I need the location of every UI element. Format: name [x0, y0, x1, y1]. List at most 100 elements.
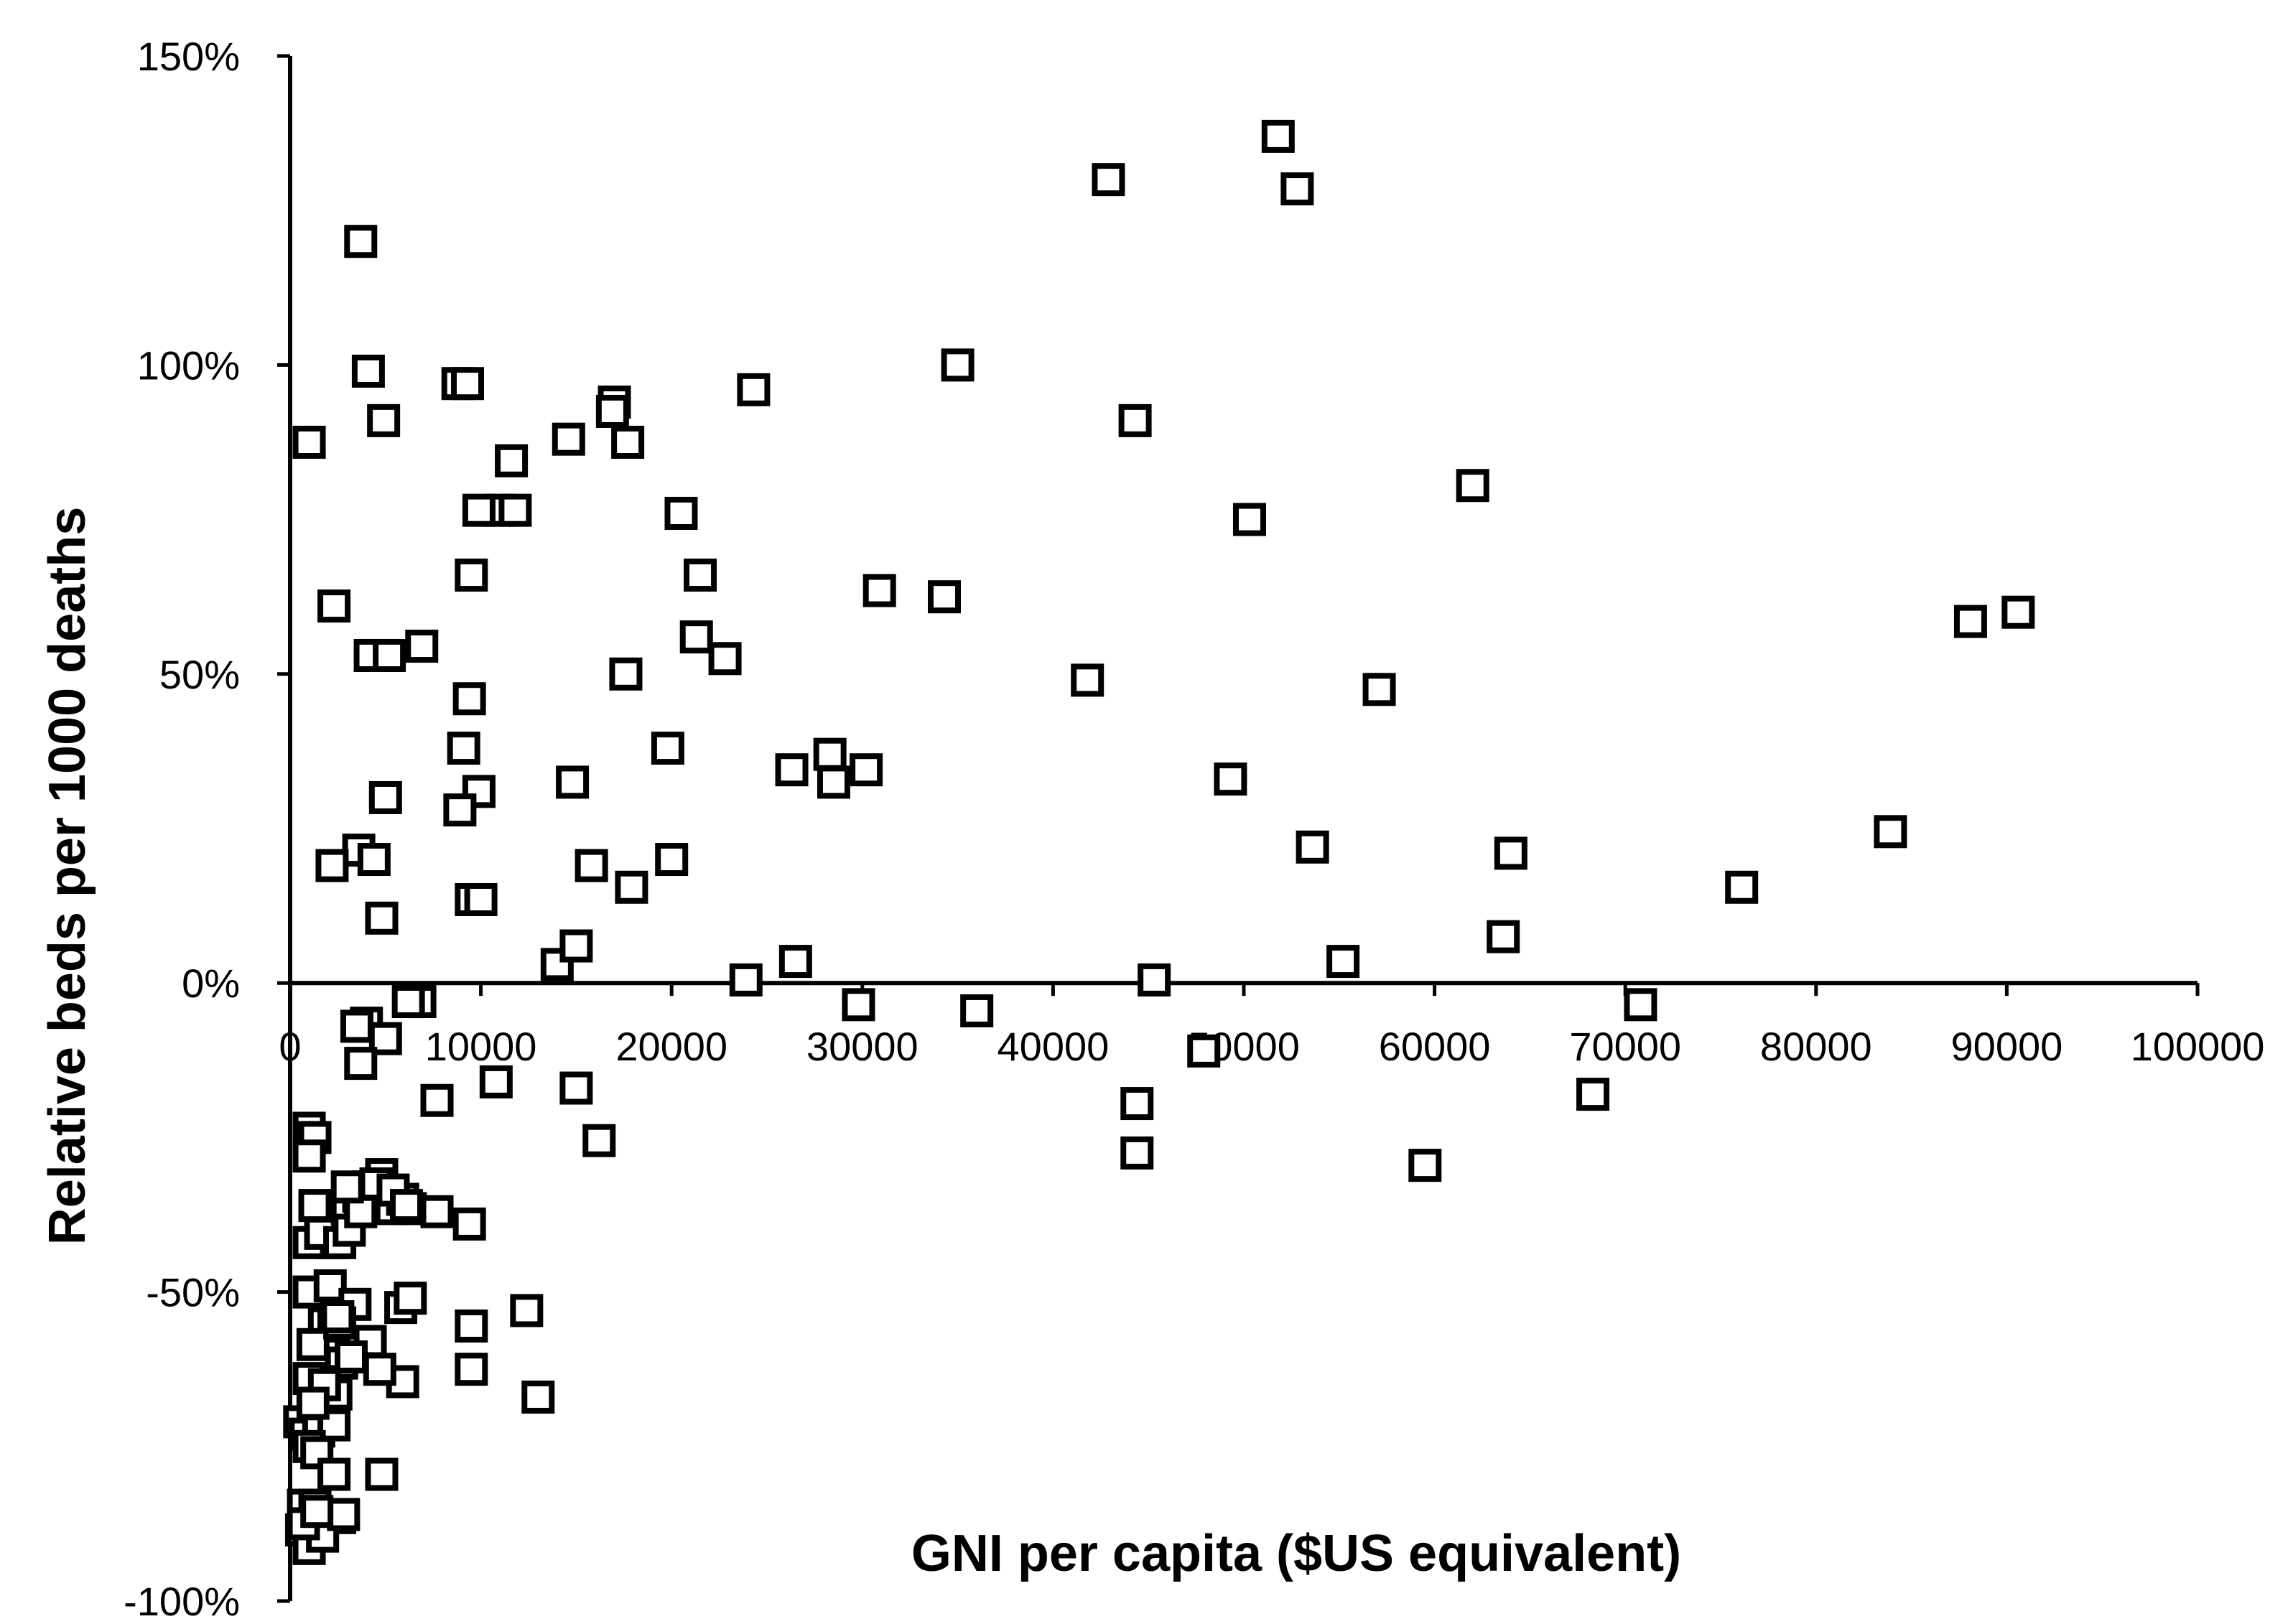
data-point — [1408, 1149, 1442, 1182]
data-point — [651, 732, 684, 765]
data-point — [664, 496, 698, 530]
y-tick-label: 100% — [137, 342, 240, 388]
data-point — [960, 994, 994, 1027]
data-point — [1261, 119, 1295, 153]
data-point — [684, 559, 717, 592]
y-tick-label: 150% — [137, 34, 240, 79]
data-point — [344, 1047, 378, 1081]
data-point — [1326, 945, 1360, 979]
data-point — [317, 589, 351, 623]
data-point — [928, 580, 962, 614]
y-tick-label: -50% — [146, 1270, 240, 1315]
data-point — [737, 373, 771, 406]
data-point — [498, 493, 532, 527]
x-tick-label: 90000 — [1951, 1024, 2063, 1069]
data-point — [443, 793, 477, 827]
x-tick-label: 100000 — [2131, 1024, 2265, 1069]
data-point — [850, 753, 883, 787]
data-point — [552, 422, 585, 456]
data-point — [862, 574, 896, 607]
data-point — [1280, 172, 1314, 206]
data-point — [340, 1009, 373, 1043]
data-point — [817, 765, 850, 799]
data-point — [334, 1340, 368, 1373]
data-point — [842, 988, 875, 1022]
data-point — [1362, 673, 1396, 706]
data-point — [510, 1294, 544, 1327]
data-point — [455, 1309, 488, 1343]
data-point — [391, 985, 425, 1019]
data-point — [420, 1083, 454, 1117]
data-point — [1214, 762, 1247, 796]
data-point — [582, 1124, 616, 1157]
data-point — [1624, 988, 1657, 1022]
data-point — [1120, 1136, 1154, 1170]
data-point — [611, 426, 645, 459]
data-point — [367, 403, 401, 437]
data-point — [559, 929, 593, 963]
data-point — [363, 1353, 396, 1386]
data-point — [2001, 595, 2035, 629]
data-point — [595, 394, 629, 428]
data-point — [394, 1282, 427, 1315]
data-point — [317, 1457, 351, 1491]
x-tick-label: 40000 — [997, 1024, 1110, 1069]
x-tick-label: 70000 — [1569, 1024, 1681, 1069]
data-point — [575, 849, 608, 882]
x-tick-label: 20000 — [615, 1024, 727, 1069]
data-point — [462, 493, 496, 527]
data-point — [941, 348, 975, 382]
data-point — [1071, 663, 1105, 697]
data-point — [298, 1189, 332, 1223]
data-point — [1138, 963, 1171, 997]
data-point — [357, 843, 391, 877]
data-point — [292, 426, 326, 459]
data-point — [365, 1457, 399, 1491]
data-point — [708, 642, 742, 676]
data-point — [479, 1065, 513, 1098]
data-point — [373, 638, 406, 672]
axes: 150% 100% 50% 0% -50% -100% 0 10000 20000 30000 40… — [124, 34, 2264, 1624]
data-point — [559, 1071, 593, 1105]
data-point — [447, 732, 480, 765]
data-point — [1118, 403, 1152, 437]
data-point — [1576, 1078, 1610, 1111]
x-tick-label: 60000 — [1379, 1024, 1491, 1069]
data-point — [368, 780, 402, 814]
data-point — [1725, 870, 1759, 904]
data-point — [775, 753, 809, 787]
data-point — [1487, 920, 1520, 953]
data-point — [1232, 503, 1266, 536]
data-point — [813, 737, 847, 771]
data-point — [300, 1495, 334, 1529]
data-point — [315, 849, 349, 882]
data-point — [1953, 605, 1987, 638]
data-point — [1187, 1034, 1221, 1068]
data-point — [778, 945, 812, 979]
data-point — [729, 963, 763, 997]
data-point — [495, 444, 529, 477]
x-tick-label: 0 — [279, 1024, 301, 1069]
x-tick-label: 10000 — [425, 1024, 537, 1069]
data-point — [609, 657, 643, 691]
data-point — [351, 355, 385, 388]
y-tick-label: 50% — [159, 652, 240, 697]
data-point — [1296, 830, 1329, 864]
x-tick-label: 30000 — [806, 1024, 919, 1069]
data-point — [1456, 469, 1489, 503]
data-point — [615, 870, 648, 904]
data-point — [321, 1300, 355, 1334]
data-point — [296, 1386, 330, 1420]
data-point — [344, 225, 378, 258]
data-point — [330, 1170, 364, 1204]
y-tick-label: 0% — [182, 961, 240, 1006]
data-point — [521, 1380, 555, 1414]
data-point — [451, 367, 485, 401]
y-tick-label: -100% — [124, 1579, 240, 1624]
data-point — [296, 1327, 330, 1361]
data-point — [1874, 815, 1907, 849]
data-point — [327, 1498, 361, 1531]
data-point — [452, 1207, 486, 1241]
data-point — [292, 1139, 326, 1173]
